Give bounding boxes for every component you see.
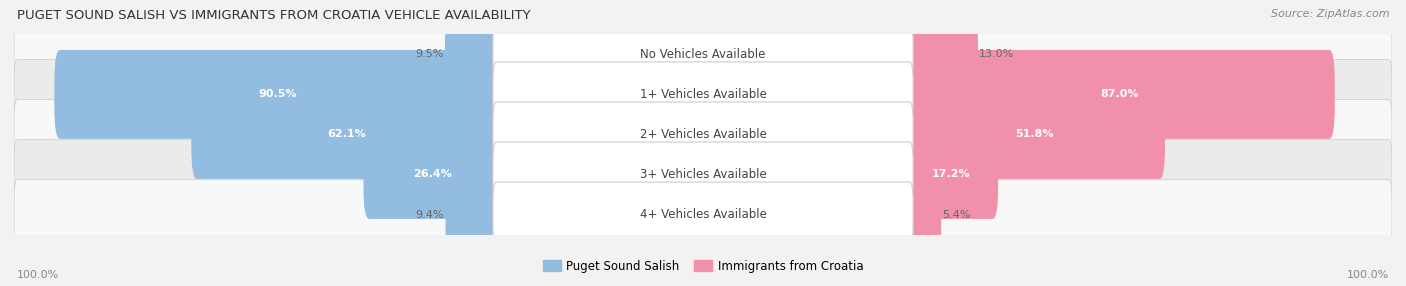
FancyBboxPatch shape <box>446 170 516 259</box>
FancyBboxPatch shape <box>890 50 1334 139</box>
Text: 87.0%: 87.0% <box>1101 90 1139 99</box>
Legend: Puget Sound Salish, Immigrants from Croatia: Puget Sound Salish, Immigrants from Croa… <box>538 255 868 277</box>
FancyBboxPatch shape <box>14 180 1392 249</box>
Text: 62.1%: 62.1% <box>328 130 366 139</box>
FancyBboxPatch shape <box>494 182 912 247</box>
FancyBboxPatch shape <box>14 59 1392 129</box>
Text: 9.5%: 9.5% <box>415 49 444 59</box>
Text: 90.5%: 90.5% <box>259 90 297 99</box>
Text: 1+ Vehicles Available: 1+ Vehicles Available <box>640 88 766 101</box>
Text: 4+ Vehicles Available: 4+ Vehicles Available <box>640 208 766 221</box>
FancyBboxPatch shape <box>890 130 998 219</box>
Text: 100.0%: 100.0% <box>1347 270 1389 280</box>
FancyBboxPatch shape <box>55 50 516 139</box>
Text: 5.4%: 5.4% <box>942 210 972 219</box>
Text: 3+ Vehicles Available: 3+ Vehicles Available <box>640 168 766 181</box>
Text: 9.4%: 9.4% <box>416 210 444 219</box>
FancyBboxPatch shape <box>14 19 1392 89</box>
FancyBboxPatch shape <box>14 140 1392 209</box>
Text: No Vehicles Available: No Vehicles Available <box>640 48 766 61</box>
Text: 51.8%: 51.8% <box>1015 130 1054 139</box>
FancyBboxPatch shape <box>890 170 941 259</box>
FancyBboxPatch shape <box>494 102 912 167</box>
FancyBboxPatch shape <box>444 10 516 99</box>
FancyBboxPatch shape <box>364 130 516 219</box>
FancyBboxPatch shape <box>890 90 1166 179</box>
Text: 26.4%: 26.4% <box>413 170 453 179</box>
FancyBboxPatch shape <box>494 22 912 87</box>
Text: 13.0%: 13.0% <box>979 49 1015 59</box>
FancyBboxPatch shape <box>14 100 1392 169</box>
FancyBboxPatch shape <box>191 90 516 179</box>
Text: Source: ZipAtlas.com: Source: ZipAtlas.com <box>1271 9 1389 19</box>
FancyBboxPatch shape <box>494 142 912 207</box>
FancyBboxPatch shape <box>890 10 979 99</box>
Text: 17.2%: 17.2% <box>932 170 970 179</box>
Text: 100.0%: 100.0% <box>17 270 59 280</box>
FancyBboxPatch shape <box>494 62 912 127</box>
Text: PUGET SOUND SALISH VS IMMIGRANTS FROM CROATIA VEHICLE AVAILABILITY: PUGET SOUND SALISH VS IMMIGRANTS FROM CR… <box>17 9 530 21</box>
Text: 2+ Vehicles Available: 2+ Vehicles Available <box>640 128 766 141</box>
